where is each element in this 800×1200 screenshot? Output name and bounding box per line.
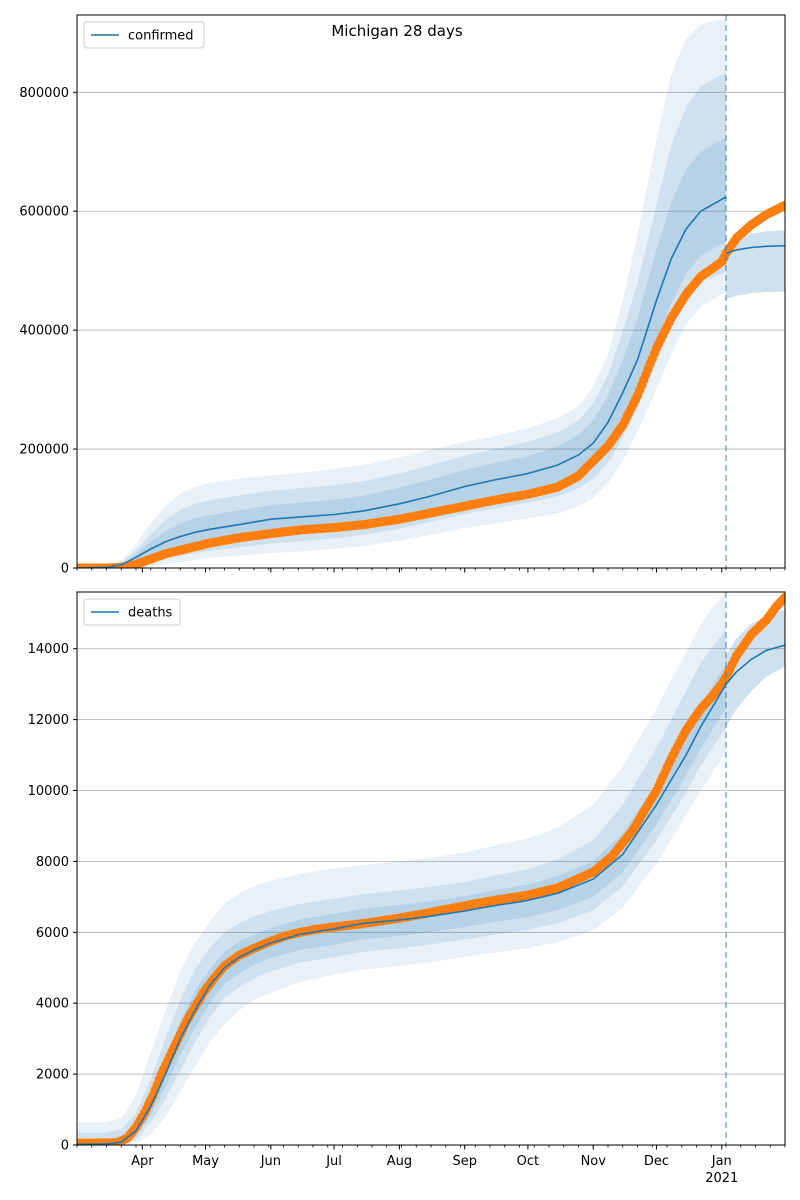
x-tick-label: Sep [452, 1154, 477, 1169]
uncertainty-band [77, 592, 726, 1145]
chart-title: Michigan 28 days [331, 22, 462, 40]
legend: deaths [83, 598, 181, 626]
legend-label: confirmed [128, 29, 194, 44]
x-tick-label: Nov [581, 1154, 607, 1169]
y-tick-label: 4000 [36, 997, 69, 1012]
x-tick-label: Oct [517, 1154, 539, 1169]
y-tick-label: 6000 [36, 926, 69, 941]
x-tick-label: Jun [260, 1154, 281, 1169]
observed-point [780, 592, 785, 602]
legend-box [83, 598, 181, 626]
y-tick-label: 800000 [19, 86, 69, 101]
deaths-panel: 0 2000 4000 6000 8000 10000 12000 14000 Apr May Ju… [28, 591, 786, 1186]
y-tick-label: 600000 [19, 205, 69, 220]
x-tick-label: May [192, 1154, 219, 1169]
model-line [77, 683, 727, 1145]
y-tick-label: 0 [61, 562, 69, 577]
y-tick-label: 2000 [36, 1068, 69, 1083]
x-tick-label: Apr [131, 1154, 154, 1169]
legend-label: deaths [128, 606, 173, 621]
uncertainty-band [77, 71, 726, 568]
y-tick-label: 10000 [28, 784, 69, 799]
legend-box [83, 21, 205, 49]
plot-area [77, 592, 785, 1145]
uncertainty-band [77, 664, 726, 1145]
legend: confirmed [83, 21, 205, 49]
x-tick-label: Jul [325, 1154, 342, 1169]
y-tick-label: 8000 [36, 855, 69, 870]
plot-area [77, 18, 785, 568]
forecast-line [725, 644, 785, 685]
forecast-line [725, 244, 785, 255]
y-tick-label: 14000 [28, 642, 69, 657]
x-year-label: 2021 [705, 1171, 738, 1186]
y-tick-label: 12000 [28, 713, 69, 728]
x-tick-label: Dec [644, 1154, 669, 1169]
uncertainty-band [77, 18, 726, 568]
forecast-band [726, 609, 785, 727]
confirmed-panel: 0 200000 400000 600000 800000 confirmed [19, 14, 786, 577]
x-tick-label: Jan [711, 1154, 732, 1169]
observed-point [780, 200, 785, 210]
y-tick-label: 0 [61, 1139, 69, 1154]
x-tick-label: Aug [387, 1154, 412, 1169]
uncertainty-band [77, 137, 726, 568]
uncertainty-band [77, 629, 726, 1145]
forecast-band [726, 230, 785, 300]
model-line [77, 196, 727, 568]
y-tick-label: 200000 [19, 443, 69, 458]
y-tick-label: 400000 [19, 324, 69, 339]
